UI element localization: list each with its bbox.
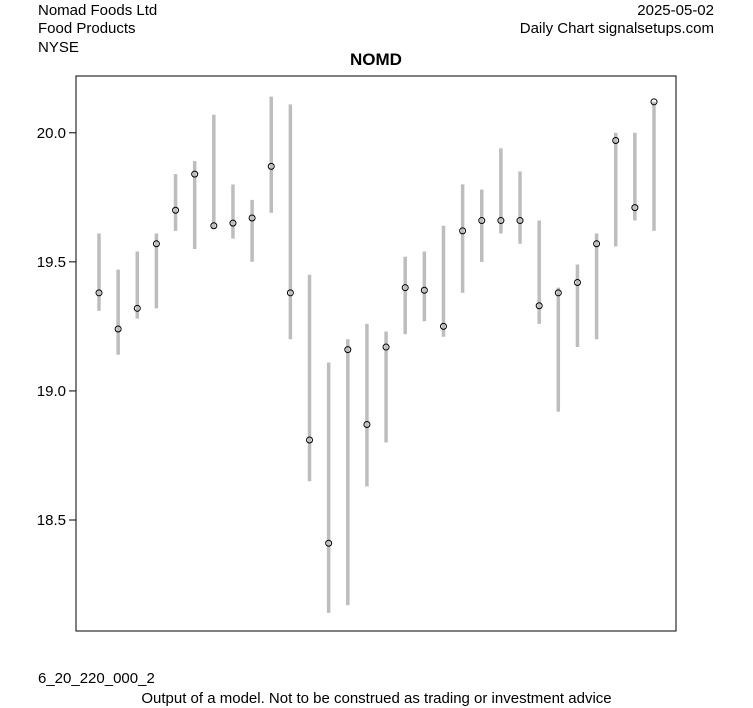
y-tick-label: 20.0 — [37, 125, 66, 142]
chart-source: Daily Chart signalsetups.com — [519, 20, 714, 37]
close-point — [593, 240, 601, 248]
close-point — [114, 325, 122, 333]
close-point — [459, 227, 467, 235]
close-point — [573, 279, 581, 287]
close-point — [516, 217, 524, 225]
disclaimer: Output of a model. Not to be construed a… — [141, 690, 612, 707]
y-tick-label: 18.5 — [37, 512, 66, 529]
y-tick-label: 19.0 — [37, 383, 66, 400]
close-point — [229, 219, 237, 227]
close-point — [344, 346, 352, 354]
plot-frame — [75, 75, 677, 632]
close-point — [497, 217, 505, 225]
chart-title: NOMD — [350, 50, 402, 69]
close-point — [306, 436, 314, 444]
close-point — [210, 222, 218, 230]
close-markers — [95, 98, 658, 547]
close-point — [267, 162, 275, 170]
close-point — [172, 206, 180, 214]
industry-label: Food Products — [38, 20, 136, 37]
close-point — [95, 289, 103, 297]
close-point — [133, 304, 141, 312]
y-tick-label: 19.5 — [37, 254, 66, 271]
close-point — [152, 240, 160, 248]
close-point — [554, 289, 562, 297]
company-name: Nomad Foods Ltd — [38, 2, 158, 19]
close-point — [401, 284, 409, 292]
close-point — [420, 286, 428, 294]
close-point — [612, 137, 620, 145]
close-point — [325, 539, 333, 547]
close-point — [478, 217, 486, 225]
close-point — [248, 214, 256, 222]
y-axis: 18.5 19.0 19.5 20.0 — [37, 125, 76, 529]
close-point — [535, 302, 543, 310]
close-point — [382, 343, 390, 351]
close-point — [631, 204, 639, 212]
close-point — [363, 420, 371, 428]
close-point — [650, 98, 658, 106]
range-bars — [97, 96, 656, 613]
exchange-label: NYSE — [38, 39, 79, 56]
close-point — [191, 170, 199, 178]
chart-date: 2025-05-02 — [637, 2, 714, 19]
close-point — [286, 289, 294, 297]
close-point — [439, 322, 447, 330]
model-code: 6_20_220_000_2 — [38, 670, 155, 687]
